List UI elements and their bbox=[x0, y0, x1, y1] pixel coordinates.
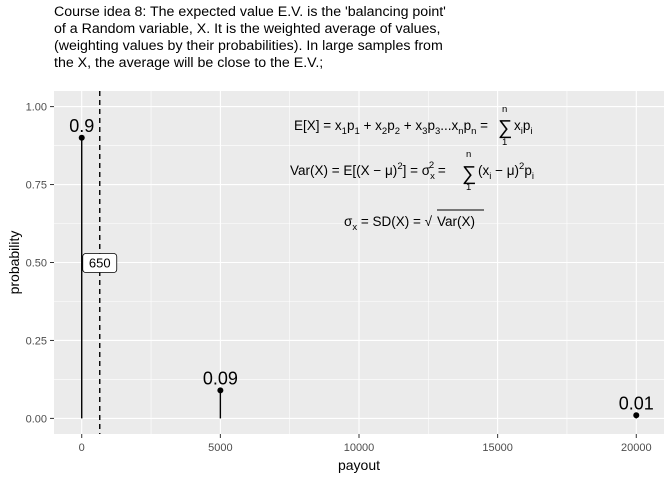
data-label: 0.9 bbox=[69, 116, 94, 136]
expected-value-label-box bbox=[82, 253, 118, 273]
svg-text:Var(X): Var(X) bbox=[437, 214, 475, 229]
expected-value-label: 650 bbox=[82, 253, 118, 273]
y-axis-title: probability bbox=[6, 231, 22, 295]
y-tick-label: 0.50 bbox=[26, 258, 47, 270]
lollipop-point bbox=[78, 134, 85, 141]
chart-title: Course idea 8: The expected value E.V. i… bbox=[54, 4, 450, 71]
x-tick-label: 5000 bbox=[208, 442, 232, 454]
y-axis-ticks: 0.00 0.25 0.50 0.75 1.00 bbox=[26, 102, 54, 425]
svg-text:Var(X) = E[(X − μ)2] = σx2 =: Var(X) = E[(X − μ)2] = σx2 = bbox=[290, 160, 446, 182]
x-tick-label: 0 bbox=[79, 442, 85, 454]
grid-major bbox=[54, 91, 664, 434]
y-tick-label: 1.00 bbox=[26, 102, 47, 114]
data-label: 0.09 bbox=[203, 368, 238, 388]
data-label: 0.01 bbox=[619, 393, 654, 413]
lollipop-point bbox=[633, 412, 640, 419]
y-tick-label: 0.00 bbox=[26, 413, 47, 425]
formula-standard-deviation: σx = SD(X) = √ Var(X) bbox=[344, 209, 484, 233]
svg-text:σx = SD(X) = √: σx = SD(X) = √ bbox=[344, 214, 433, 233]
svg-text:∑: ∑ bbox=[498, 117, 512, 139]
x-axis-title: payout bbox=[338, 457, 380, 473]
svg-text:xipi: xipi bbox=[514, 118, 533, 137]
svg-text:n: n bbox=[502, 104, 507, 115]
y-tick-label: 0.25 bbox=[26, 335, 47, 347]
svg-text:n: n bbox=[466, 149, 471, 160]
lollipop-point bbox=[217, 387, 224, 394]
x-tick-label: 10000 bbox=[344, 442, 375, 454]
svg-text:1: 1 bbox=[466, 182, 471, 193]
x-tick-label: 20000 bbox=[621, 442, 652, 454]
lollipop-points bbox=[78, 134, 640, 419]
y-tick-label: 0.75 bbox=[26, 180, 47, 192]
formula-variance: Var(X) = E[(X − μ)2] = σx2 = ∑ n 1 (xi −… bbox=[290, 149, 534, 193]
svg-text:1: 1 bbox=[502, 137, 507, 148]
data-labels: 0.9 0.09 0.01 bbox=[69, 116, 654, 414]
expected-value-label-text: 650 bbox=[89, 256, 111, 271]
x-axis-ticks: 0 5000 10000 15000 20000 bbox=[79, 434, 652, 454]
x-tick-label: 15000 bbox=[482, 442, 513, 454]
svg-text:∑: ∑ bbox=[462, 163, 476, 185]
